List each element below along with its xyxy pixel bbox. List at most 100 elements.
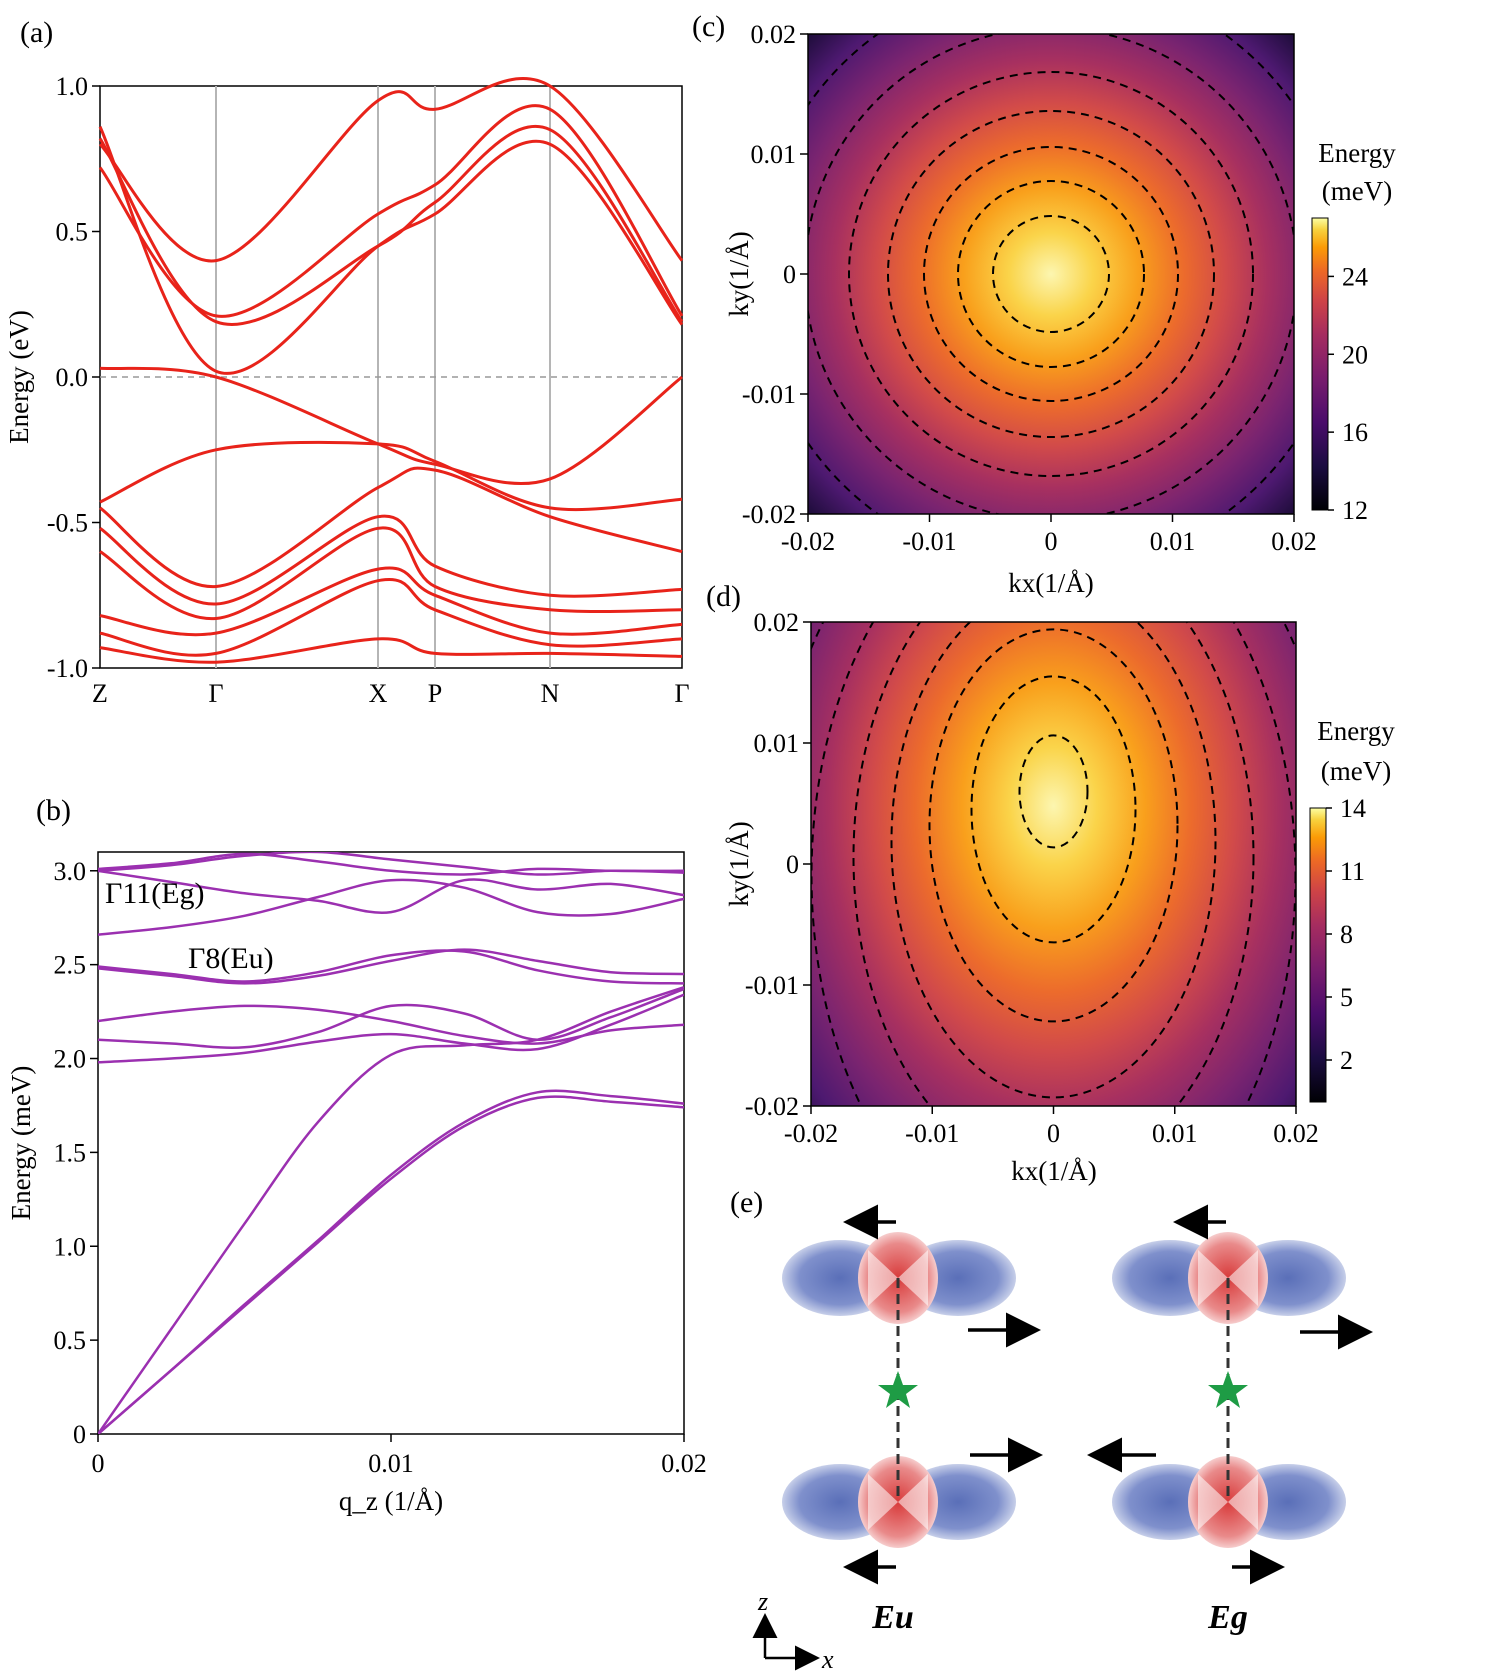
eg-bottom-orbital [1112,1456,1346,1548]
contour-line-2 [970,675,1137,944]
y-tick-label: 2.5 [54,951,87,980]
panel-c-heatmap [808,34,1294,514]
y-tick-label: 0 [783,260,796,289]
panel-d-energy-map: -0.02 -0.01 0 0.01 0.02 -0.02-0.0100.010.02 … [724,608,1395,1186]
panel-b-phonon-dispersion: 0 0.5 1.0 1.5 2.0 2.5 3.0 0 0.01 0.02 Energy (me… [6,851,707,1516]
x-tick-label: 0.02 [1271,527,1317,556]
panel-e-mode-schematic: Eu Eg [752,1204,1373,1674]
x-tick-label: X [369,679,388,708]
panel-label-b: (b) [36,794,71,827]
contour-line-2 [957,180,1145,368]
phonon-branch-5 [98,987,684,1049]
panel-b-y-ticks: 0 0.5 1.0 1.5 2.0 2.5 3.0 [54,857,98,1449]
colorbar-tick-label: 11 [1340,857,1365,886]
band-line-10 [99,566,683,637]
phonon-branch-2 [98,1095,684,1434]
x-tick-label: P [428,679,442,708]
band-line-3 [98,125,684,326]
x-tick-label: 0.02 [1273,1119,1319,1148]
panel-d-x-label: kx(1/Å) [1011,1156,1096,1186]
panel-c-energy-map: -0.02 -0.01 0 0.01 0.02 -0.02-0.0100.010.02 … [724,20,1396,598]
panel-c-colorbar-unit: (meV) [1322,176,1392,206]
panel-c-contours [808,34,1294,514]
y-tick-label: 0.01 [751,140,797,169]
panel-a-band-structure: -1.0 -0.5 0.0 0.5 1.0 Z Γ X P N Γ Energy (eV) [4,72,690,708]
colorbar-tick-label: 20 [1342,340,1368,369]
y-tick-label: 0.02 [751,20,797,49]
y-tick-label: 1.0 [54,1232,87,1261]
panel-b-phonon-branches [98,852,684,1434]
y-tick-label: 0.5 [56,218,89,247]
x-tick-label: -0.01 [902,527,956,556]
band-line-12 [99,637,683,664]
x-tick-label: -0.02 [781,527,835,556]
x-tick-label: -0.02 [784,1119,838,1148]
y-tick-label: 0.01 [754,729,800,758]
phonon-branch-9 [98,878,684,936]
x-tick-label: 0.01 [1152,1119,1198,1148]
contour-line-3 [923,146,1179,402]
band-line-6 [99,440,683,512]
panel-c-colorbar-label: Energy [1318,138,1396,168]
phonon-branch-7 [98,948,684,985]
colorbar-tick-label: 14 [1340,794,1366,823]
eg-mode-label: Eg [1207,1599,1248,1636]
phonon-branch-12 [98,852,684,876]
x-tick-label: Γ [208,679,223,708]
x-tick-label: 0 [1047,1119,1060,1148]
band-line-4 [98,126,684,375]
phonon-branch-8 [98,949,684,985]
contour-line-4 [890,622,1217,1099]
panel-b-y-label: Energy (meV) [6,1066,36,1221]
phonon-branch-1 [98,986,684,1434]
panel-d-colorbar-unit: (meV) [1321,756,1391,786]
panel-label-c: (c) [692,10,725,43]
annotation-gamma8-eu: Γ8(Eu) [188,942,274,975]
panel-c-colorbar [1311,217,1329,511]
colorbar-tick-label: 24 [1342,262,1368,291]
phonon-branch-3 [98,1089,684,1434]
panel-d-y-label: ky(1/Å) [724,821,754,906]
eg-inversion-star [1208,1371,1248,1408]
panel-a-y-ticks: -1.0 -0.5 0.0 0.5 1.0 [47,72,100,683]
contour-line-4 [887,110,1215,438]
x-tick-label: 0 [1045,527,1058,556]
y-tick-label: 0.0 [56,363,89,392]
y-tick-label: -0.01 [742,380,796,409]
phonon-branch-6 [98,1004,684,1045]
panel-d-colorbar-ticks: 2 5 8 11 14 [1326,794,1366,1075]
x-tick-label: -0.01 [905,1119,959,1148]
y-tick-label: 1.0 [56,72,89,101]
panel-label-d: (d) [706,580,741,613]
band-line-9 [99,526,683,621]
eg-mode: Eg [1087,1204,1373,1636]
z-axis-label: z [757,1587,768,1616]
colorbar-tick-label: 8 [1340,920,1353,949]
panel-a-y-label: Energy (eV) [4,310,34,444]
y-tick-label: 1.5 [54,1138,87,1167]
colorbar-tick-label: 12 [1342,496,1368,525]
x-tick-label: Z [92,679,108,708]
x-tick-label: 0.01 [1150,527,1196,556]
panel-b-frame [97,851,685,1435]
y-tick-label: -0.02 [742,500,796,529]
panel-d-heatmap [811,622,1296,1106]
band-line-5 [99,366,683,486]
band-line-7 [99,466,683,589]
y-tick-label: -0.01 [745,971,799,1000]
x-tick-label: N [541,679,560,708]
panel-c-x-ticks: -0.02 -0.01 0 0.01 0.02 [781,514,1317,556]
contour-line-1 [992,215,1110,333]
x-tick-label: 0 [92,1449,105,1478]
panel-c-y-label: ky(1/Å) [724,231,754,316]
y-tick-label: 3.0 [54,857,87,886]
y-tick-label: -1.0 [47,654,88,683]
contour-line-1 [1018,734,1089,849]
y-tick-label: 0 [786,850,799,879]
panel-c-y-ticks: -0.02 -0.01 0 0.01 0.02 [742,20,808,529]
axes-indicator: z x [752,1587,834,1674]
contour-line-5 [848,71,1254,477]
panel-d-colorbar [1309,807,1327,1103]
